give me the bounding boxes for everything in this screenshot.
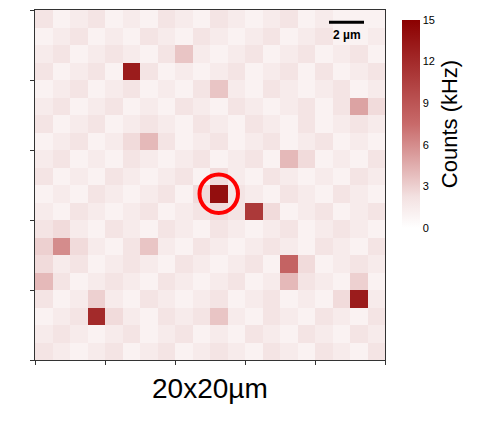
svg-text:15: 15 [423,14,435,26]
svg-text:9: 9 [423,97,429,109]
svg-text:0: 0 [423,222,429,234]
svg-text:3: 3 [423,180,429,192]
svg-text:12: 12 [423,55,435,67]
svg-text:2 µm: 2 µm [333,28,361,42]
svg-text:6: 6 [423,139,429,151]
svg-text:Counts (kHz): Counts (kHz) [437,60,462,188]
svg-text:20x20µm: 20x20µm [152,373,268,404]
